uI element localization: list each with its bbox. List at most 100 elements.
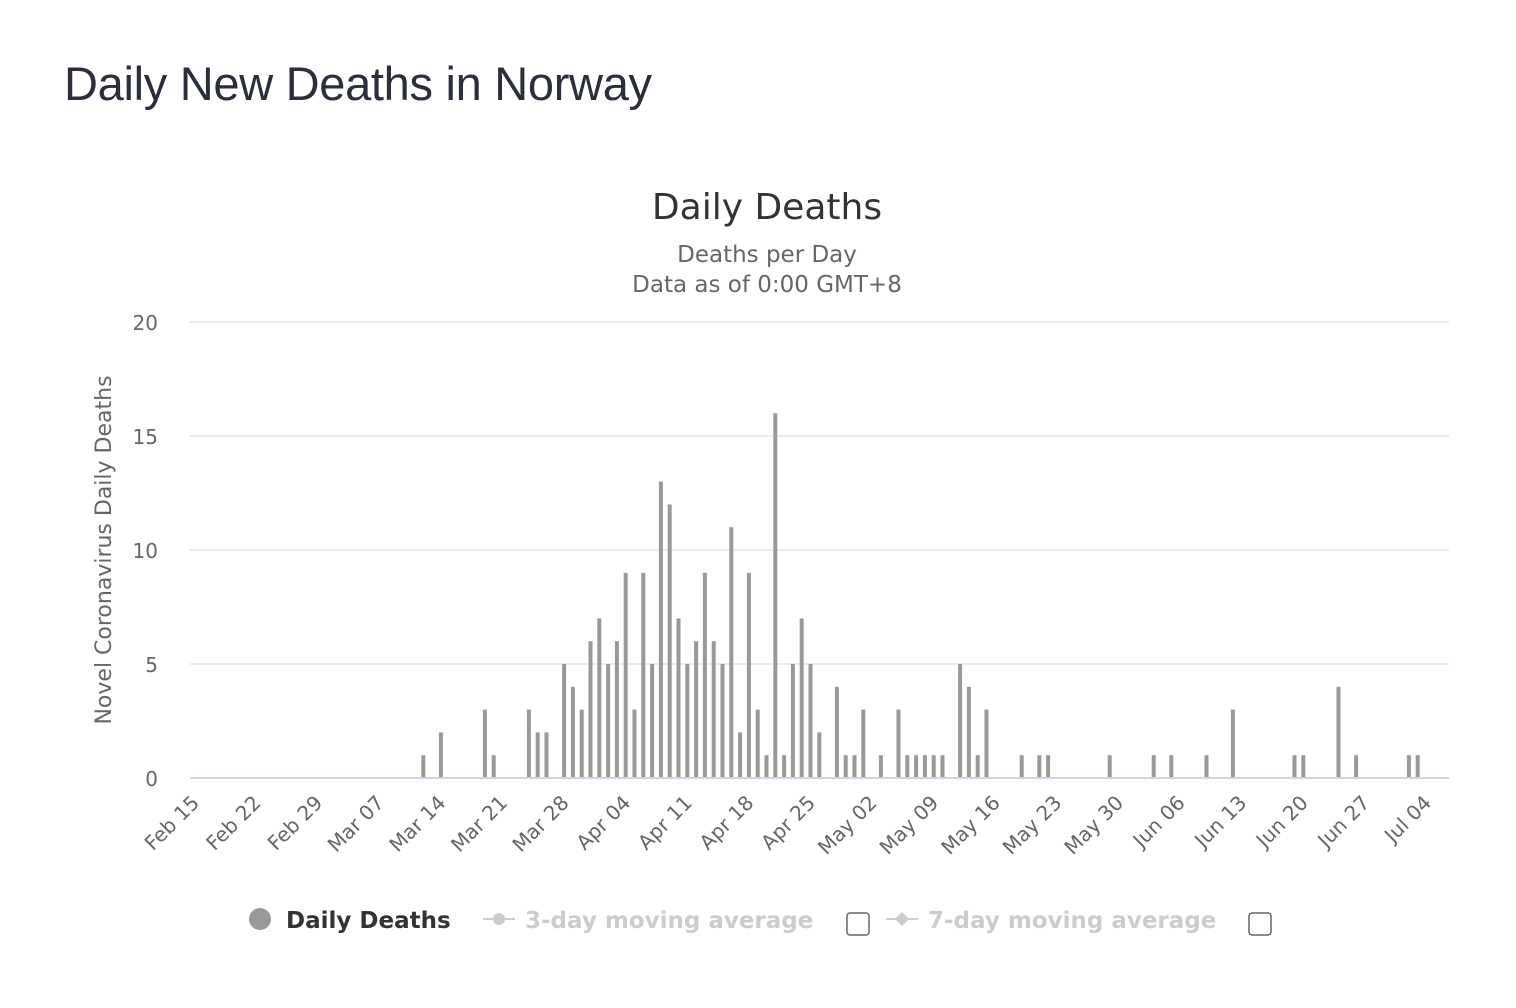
bar[interactable] (817, 732, 822, 778)
x-tick-label: Jun 27 (1311, 791, 1374, 854)
bar[interactable] (940, 755, 945, 778)
bar[interactable] (1107, 755, 1112, 778)
legend-item-3-day-moving-average[interactable]: 3-day moving average (483, 908, 813, 934)
bar[interactable] (922, 755, 927, 778)
bar[interactable] (746, 572, 751, 778)
bar[interactable] (588, 641, 593, 778)
bar[interactable] (1037, 755, 1042, 778)
bar[interactable] (1169, 755, 1174, 778)
bar[interactable] (1046, 755, 1051, 778)
x-tick-label: Jul 04 (1378, 791, 1436, 849)
x-tick-label: Feb 22 (201, 791, 266, 856)
bar[interactable] (623, 572, 628, 778)
bar[interactable] (782, 755, 787, 778)
legend-item-7-day-moving-average[interactable]: 7-day moving average (886, 908, 1216, 934)
bar[interactable] (1406, 755, 1411, 778)
bar[interactable] (676, 618, 681, 778)
y-tick-label: 0 (145, 767, 158, 791)
bar[interactable] (790, 664, 795, 778)
bar[interactable] (685, 664, 690, 778)
bar[interactable] (702, 572, 707, 778)
bar[interactable] (526, 709, 531, 778)
chart-title: Daily Deaths (652, 187, 882, 228)
bar[interactable] (878, 755, 883, 778)
bar[interactable] (834, 686, 839, 778)
bar[interactable] (1415, 755, 1420, 778)
bar[interactable] (491, 755, 496, 778)
x-tick-label: Mar 07 (323, 791, 389, 857)
bar[interactable] (764, 755, 769, 778)
x-tick-label: Jun 13 (1188, 791, 1251, 854)
x-tick-label: Mar 28 (507, 791, 573, 857)
legend-label-3-day-moving-average: 3-day moving average (525, 908, 813, 934)
bar[interactable] (562, 664, 567, 778)
bar[interactable] (650, 664, 655, 778)
bar[interactable] (1301, 755, 1306, 778)
bar[interactable] (958, 664, 963, 778)
bar[interactable] (1336, 686, 1341, 778)
bar[interactable] (632, 709, 637, 778)
bar[interactable] (641, 572, 646, 778)
y-tick-label: 10 (133, 539, 158, 563)
y-tick-label: 5 (145, 653, 158, 677)
bar[interactable] (729, 527, 734, 778)
chart-legend: Daily Deaths 3-day moving average 7-day … (249, 908, 1272, 936)
bar[interactable] (1292, 755, 1297, 778)
checkbox-3-day-moving-average[interactable] (846, 912, 870, 936)
bar[interactable] (905, 755, 910, 778)
y-axis-ticks: 0 5 10 15 20 (133, 311, 158, 791)
bar[interactable] (914, 755, 919, 778)
checkbox-7-day-moving-average[interactable] (1248, 912, 1272, 936)
x-tick-label: May 09 (875, 791, 944, 860)
bar[interactable] (896, 709, 901, 778)
x-tick-label: Mar 21 (446, 791, 512, 857)
bar[interactable] (658, 481, 663, 778)
x-tick-label: Jun 20 (1250, 791, 1313, 854)
y-tick-label: 15 (133, 425, 158, 449)
x-tick-label: Feb 29 (263, 791, 328, 856)
bar[interactable] (544, 732, 549, 778)
bar-series (421, 413, 1420, 778)
bar[interactable] (984, 709, 989, 778)
bar[interactable] (799, 618, 804, 778)
bar[interactable] (711, 641, 716, 778)
legend-label-7-day-moving-average: 7-day moving average (928, 908, 1216, 934)
bar[interactable] (1354, 755, 1359, 778)
bar[interactable] (720, 664, 725, 778)
bar[interactable] (667, 504, 672, 778)
bar[interactable] (931, 755, 936, 778)
bar[interactable] (535, 732, 540, 778)
bar[interactable] (482, 709, 487, 778)
bar[interactable] (1151, 755, 1156, 778)
bar[interactable] (861, 709, 866, 778)
x-tick-label: Apr 04 (571, 791, 635, 855)
bar[interactable] (1230, 709, 1235, 778)
bar[interactable] (1204, 755, 1209, 778)
bar[interactable] (852, 755, 857, 778)
page-title: Daily New Deaths in Norway (64, 57, 652, 110)
bar[interactable] (438, 732, 443, 778)
bar[interactable] (421, 755, 426, 778)
bar[interactable] (570, 686, 575, 778)
bar[interactable] (606, 664, 611, 778)
bar[interactable] (755, 709, 760, 778)
bar[interactable] (966, 686, 971, 778)
bar[interactable] (1019, 755, 1024, 778)
bar[interactable] (975, 755, 980, 778)
bar[interactable] (694, 641, 699, 778)
bar[interactable] (843, 755, 848, 778)
bar[interactable] (808, 664, 813, 778)
x-tick-label: Apr 11 (633, 791, 697, 855)
legend-label-daily-deaths: Daily Deaths (286, 908, 451, 934)
bar[interactable] (614, 641, 619, 778)
legend-item-daily-deaths[interactable]: Daily Deaths (249, 908, 451, 934)
x-tick-label: May 02 (813, 791, 882, 860)
x-tick-label: Feb 15 (140, 791, 205, 856)
bar[interactable] (738, 732, 743, 778)
bar[interactable] (579, 709, 584, 778)
bar[interactable] (597, 618, 602, 778)
y-tick-label: 20 (133, 311, 158, 335)
line-diamond-icon (886, 912, 918, 926)
bar[interactable] (773, 413, 778, 778)
